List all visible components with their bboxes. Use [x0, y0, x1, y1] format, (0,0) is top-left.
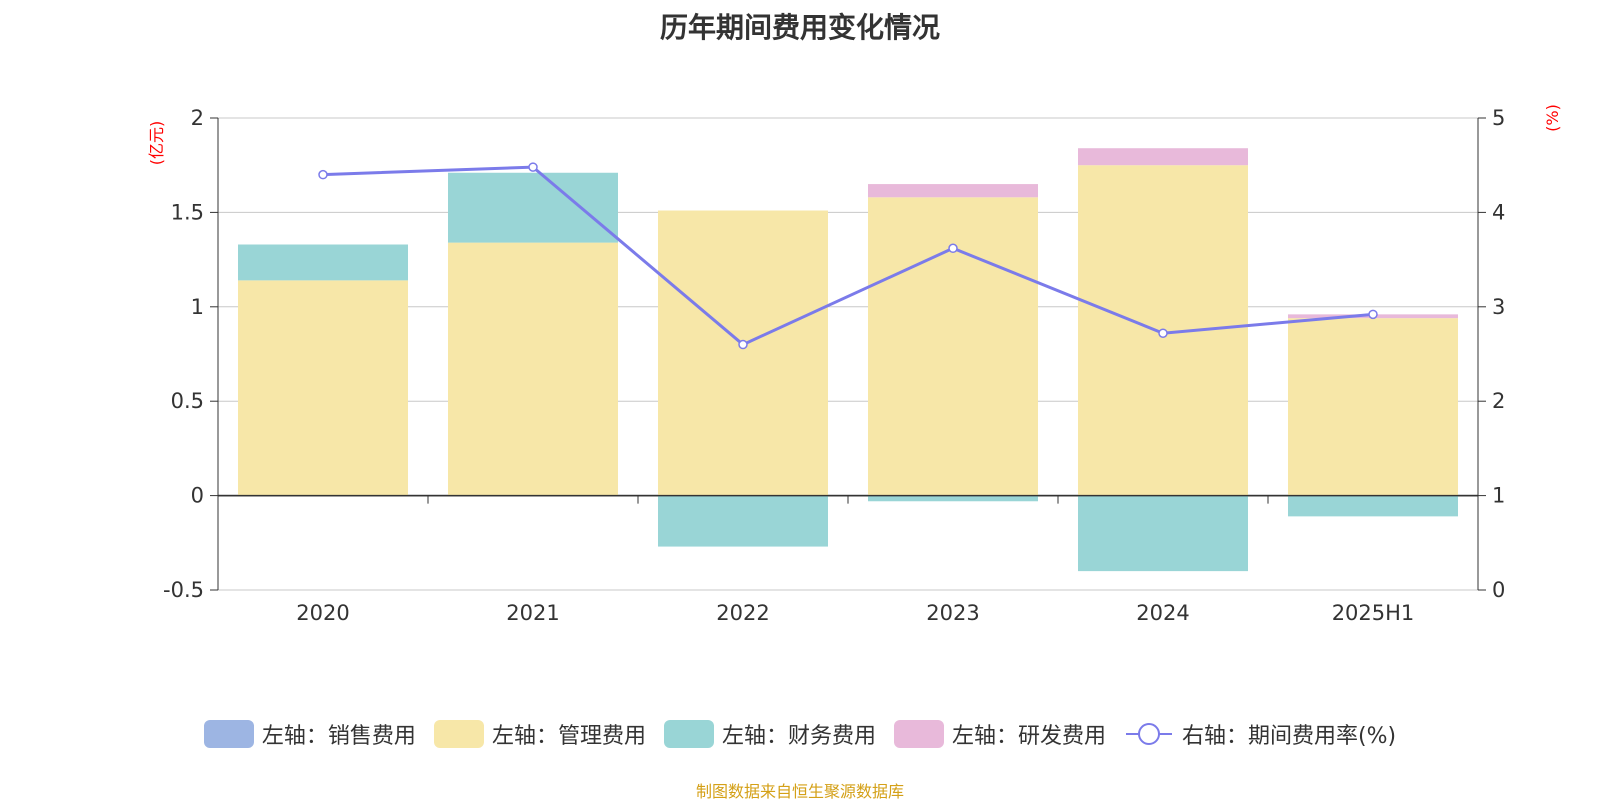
chart-title: 历年期间费用变化情况	[659, 11, 940, 44]
left-tick-label: 0.5	[171, 389, 204, 413]
rate-point	[1158, 328, 1168, 338]
x-tick-label: 2021	[506, 601, 559, 625]
x-tick-label: 2023	[926, 601, 979, 625]
legend-item[interactable]: 左轴：管理费用	[433, 718, 646, 750]
bar-segment	[448, 242, 618, 496]
right-tick-label: 3	[1492, 295, 1505, 319]
bar-segment	[868, 197, 1038, 496]
legend-item[interactable]: 左轴：财务费用	[663, 718, 876, 750]
left-tick-label: 1.5	[171, 200, 204, 224]
right-tick-label: 4	[1492, 200, 1505, 224]
legend-item[interactable]: 左轴：研发费用	[893, 718, 1106, 750]
rate-point	[318, 169, 328, 180]
x-tick-label: 2022	[716, 601, 769, 625]
left-tick-label: 0	[191, 484, 204, 508]
legend-swatch	[203, 720, 254, 748]
legend-swatch	[893, 720, 944, 748]
left-axis-unit: (亿元)	[147, 121, 166, 166]
bar-segment	[658, 210, 828, 496]
legend-item[interactable]: 右轴：期间费用率(%)	[1124, 718, 1396, 750]
legend-item[interactable]: 左轴：销售费用	[203, 718, 416, 750]
legend-label: 左轴：管理费用	[491, 724, 646, 749]
source-note: 制图数据来自恒生聚源数据库	[695, 782, 904, 801]
legend-label: 左轴：销售费用	[261, 724, 416, 749]
bar-segment	[1078, 148, 1248, 166]
legend-swatch	[433, 720, 484, 748]
bar-segment	[238, 244, 408, 281]
legend-label: 左轴：财务费用	[721, 724, 876, 749]
rate-line	[322, 165, 1374, 347]
legend-label: 左轴：研发费用	[951, 724, 1106, 749]
left-tick-label: 2	[191, 106, 204, 130]
left-tick-label: 1	[191, 295, 204, 319]
chart-legend: 左轴：销售费用 左轴：管理费用 左轴：财务费用 左轴：研发费用 右轴：期间费用率(%)	[0, 718, 1600, 750]
legend-swatch	[663, 720, 714, 748]
right-tick-label: 2	[1492, 389, 1505, 413]
x-tick-label: 2025H1	[1332, 601, 1415, 625]
legend-label: 右轴：期间费用率(%)	[1181, 724, 1397, 749]
right-tick-label: 0	[1492, 578, 1505, 602]
x-tick-label: 2024	[1136, 601, 1189, 625]
left-tick-label: -0.5	[163, 578, 204, 602]
rate-point	[1368, 309, 1378, 320]
bar-segment	[1078, 495, 1248, 572]
right-axis-unit: (%)	[1543, 104, 1562, 132]
rate-point	[948, 243, 958, 254]
rate-point	[738, 339, 748, 350]
chart-plot: -0.5 0 0.5 1 1.5 2 0 1 2 3 4 5 (亿元) (%) 2020 2021 2022 20…	[147, 104, 1562, 625]
bar-segment	[868, 184, 1038, 198]
bar-segment	[238, 280, 408, 496]
rate-point	[528, 162, 538, 172]
right-tick-label: 5	[1492, 106, 1505, 130]
bar-segment	[1288, 495, 1458, 517]
x-tick-label: 2020	[296, 601, 349, 625]
legend-swatch	[1125, 723, 1172, 745]
bar-segment	[1288, 318, 1458, 496]
bar-segment	[868, 495, 1038, 502]
bar-segment	[448, 172, 618, 243]
right-tick-label: 1	[1492, 484, 1505, 508]
bar-segment	[658, 495, 828, 547]
